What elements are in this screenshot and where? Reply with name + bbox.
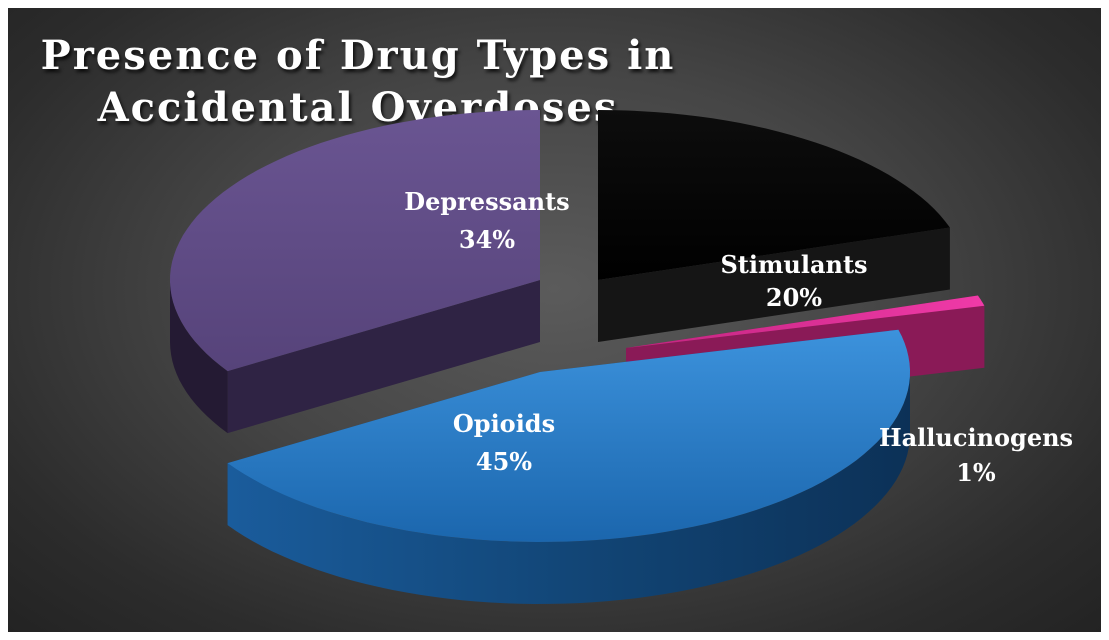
slide-background: Presence of Drug Types in Accidental Ove… bbox=[8, 8, 1101, 632]
slice-depressants-cut-start bbox=[227, 280, 540, 434]
slice-hallucinogens bbox=[626, 295, 985, 348]
label-hallucinogens-name: Hallucinogens bbox=[879, 423, 1073, 452]
label-opioids-name: Opioids bbox=[453, 409, 555, 438]
label-stimulants-value: 20% bbox=[766, 283, 822, 312]
chart-title: Presence of Drug Types in Accidental Ove… bbox=[8, 30, 708, 134]
label-hallucinogens-value: 1% bbox=[956, 458, 996, 487]
label-depressants-name: Depressants bbox=[404, 187, 569, 216]
slice-stimulants-cut-end bbox=[598, 227, 950, 342]
slice-depressants bbox=[170, 110, 540, 372]
slices-layer bbox=[170, 110, 985, 604]
slice-depressants-side-0 bbox=[170, 280, 228, 434]
labels-layer: Depressants 34% Stimulants 20% Opioids 4… bbox=[404, 187, 1073, 487]
chart-title-line-1: Presence of Drug Types in bbox=[40, 32, 676, 79]
label-stimulants-name: Stimulants bbox=[720, 250, 867, 279]
label-depressants-value: 34% bbox=[459, 225, 515, 254]
slice-opioids-side-0 bbox=[227, 372, 911, 604]
label-opioids-value: 45% bbox=[476, 447, 532, 476]
pie-chart: Depressants 34% Stimulants 20% Opioids 4… bbox=[170, 110, 1073, 604]
slice-stimulants bbox=[598, 110, 950, 280]
slice-opioids bbox=[227, 329, 911, 542]
